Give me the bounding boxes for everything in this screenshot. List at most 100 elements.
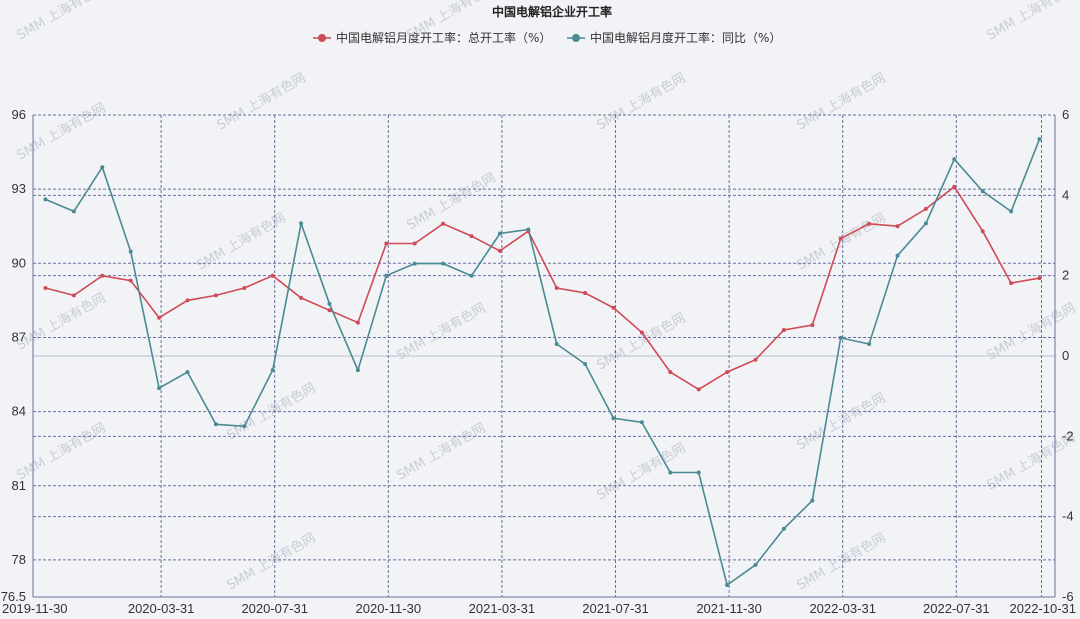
series-yoy-point (668, 470, 673, 475)
series-total-point (810, 323, 815, 328)
watermark-text: SMM 上海有色网 (794, 70, 888, 134)
series-total-point (980, 229, 985, 234)
series-yoy-point (327, 301, 332, 306)
series-yoy-point (952, 157, 957, 162)
watermarks: SMM 上海有色网 SMM 上海有色网 SMM 上海有色网 SMM 上海有色网 SMM … (14, 0, 1078, 593)
series-total-point (611, 305, 616, 310)
y-right-tick-label: -4 (1062, 509, 1074, 524)
series-total-point (696, 387, 701, 392)
series-yoy-point (753, 562, 758, 567)
series-yoy-point (355, 368, 360, 373)
series-total-point (213, 293, 218, 298)
watermark-text: SMM 上海有色网 (594, 440, 688, 504)
y-left-tick-label: 90 (12, 255, 26, 270)
series-yoy-point (810, 498, 815, 503)
series-yoy-point (157, 386, 162, 391)
watermark-text: SMM 上海有色网 (14, 0, 108, 43)
x-tick-label: 2022-10-31 (1010, 601, 1077, 616)
series-yoy-point (270, 368, 275, 373)
x-tick-label: 2020-07-31 (241, 601, 308, 616)
legend-item-total[interactable]: 中国电解铝月度开工率：总开工率（%） (313, 30, 551, 45)
series-total-point (185, 298, 190, 303)
series-total-point (1037, 276, 1042, 281)
series-total-line (45, 185, 1040, 391)
x-tick-label: 2019-11-30 (2, 601, 68, 616)
series-yoy-point (71, 209, 76, 214)
series-yoy-point (1037, 137, 1042, 142)
series-total-point (43, 286, 48, 290)
grid (33, 114, 1055, 597)
series-yoy-point (611, 416, 616, 421)
series-yoy-point (128, 249, 133, 254)
y-right-tick-label: 6 (1062, 107, 1069, 122)
chart-title: 中国电解铝企业开工率 (492, 4, 612, 19)
series-total-point (384, 241, 389, 246)
y-right-tick-label: -6 (1062, 589, 1074, 604)
series-total-point (639, 330, 644, 335)
series-yoy-point (639, 420, 644, 425)
series-total-point (781, 328, 786, 332)
series-yoy-point (696, 470, 701, 475)
series-total-point (895, 224, 900, 229)
series-total-point (725, 370, 730, 375)
series-total-point (71, 293, 76, 298)
series-yoy-point (242, 424, 247, 429)
series-total-point (242, 286, 247, 290)
series-yoy-point (526, 227, 531, 232)
series-yoy-point (185, 370, 190, 375)
series-yoy-point (725, 583, 730, 587)
x-tick-label: 2022-03-31 (809, 601, 876, 616)
series-total-point (128, 278, 133, 283)
series-total-point (412, 241, 417, 246)
series-yoy-point (412, 261, 417, 266)
series-total-point (355, 320, 360, 325)
series-yoy-point (213, 422, 218, 427)
legend-yoy-marker (572, 34, 580, 42)
x-tick-label: 2021-11-30 (696, 601, 762, 616)
x-tick-label: 2022-07-31 (923, 601, 990, 616)
watermark-text: SMM 上海有色网 (214, 70, 308, 134)
series-total-point (100, 273, 105, 278)
series-total-point (327, 308, 332, 313)
x-tick-label: 2020-11-30 (356, 601, 422, 616)
series-total-point (753, 357, 758, 362)
series-yoy-point (980, 189, 985, 194)
series-total-point (923, 206, 928, 211)
watermark-text: SMM 上海有色网 (984, 0, 1078, 43)
series-total-point (583, 291, 588, 295)
series-total-point (1009, 281, 1014, 286)
series-yoy-point (867, 342, 872, 346)
series-total-point (497, 248, 502, 253)
watermark-text: SMM 上海有色网 (14, 290, 108, 354)
series-yoy-point (43, 197, 48, 202)
series-total-point (157, 315, 162, 320)
y-right-tick-label: 0 (1062, 348, 1069, 363)
watermark-text: SMM 上海有色网 (14, 100, 108, 164)
legend-total-label: 中国电解铝月度开工率：总开工率（%） (336, 30, 551, 45)
watermark-text: SMM 上海有色网 (794, 530, 888, 594)
legend-item-yoy[interactable]: 中国电解铝月度开工率：同比（%） (567, 30, 781, 45)
watermark-text: SMM 上海有色网 (404, 170, 498, 234)
series-yoy-point (895, 253, 900, 258)
series-total-point (554, 286, 559, 290)
series-yoy-line (45, 138, 1041, 587)
series-yoy-point (1009, 209, 1014, 214)
series-yoy-point (923, 221, 928, 226)
series-total-point (952, 184, 957, 189)
series-total-point (441, 221, 446, 226)
series-yoy-point (497, 231, 502, 236)
watermark-text: SMM 上海有色网 (14, 420, 108, 484)
watermark-text: SMM 上海有色网 (394, 300, 488, 364)
y-right-tick-label: 4 (1062, 187, 1069, 202)
axes: 96 93 90 87 84 81 78 76.5 6 4 2 0 -2 -4 -6 2019-11-30 20… (1, 107, 1076, 616)
legend-yoy-label: 中国电解铝月度开工率：同比（%） (590, 30, 781, 45)
watermark-text: SMM 上海有色网 (394, 420, 488, 484)
y-left-tick-label: 78 (12, 552, 26, 567)
y-left-tick-label: 84 (12, 404, 26, 419)
watermark-text: SMM 上海有色网 (794, 390, 888, 454)
series-yoy-point (781, 526, 786, 531)
series-total-point (668, 370, 673, 375)
x-tick-label: 2021-07-31 (582, 601, 649, 616)
series-yoy-point (469, 273, 474, 278)
y-left-tick-label: 81 (12, 478, 26, 493)
